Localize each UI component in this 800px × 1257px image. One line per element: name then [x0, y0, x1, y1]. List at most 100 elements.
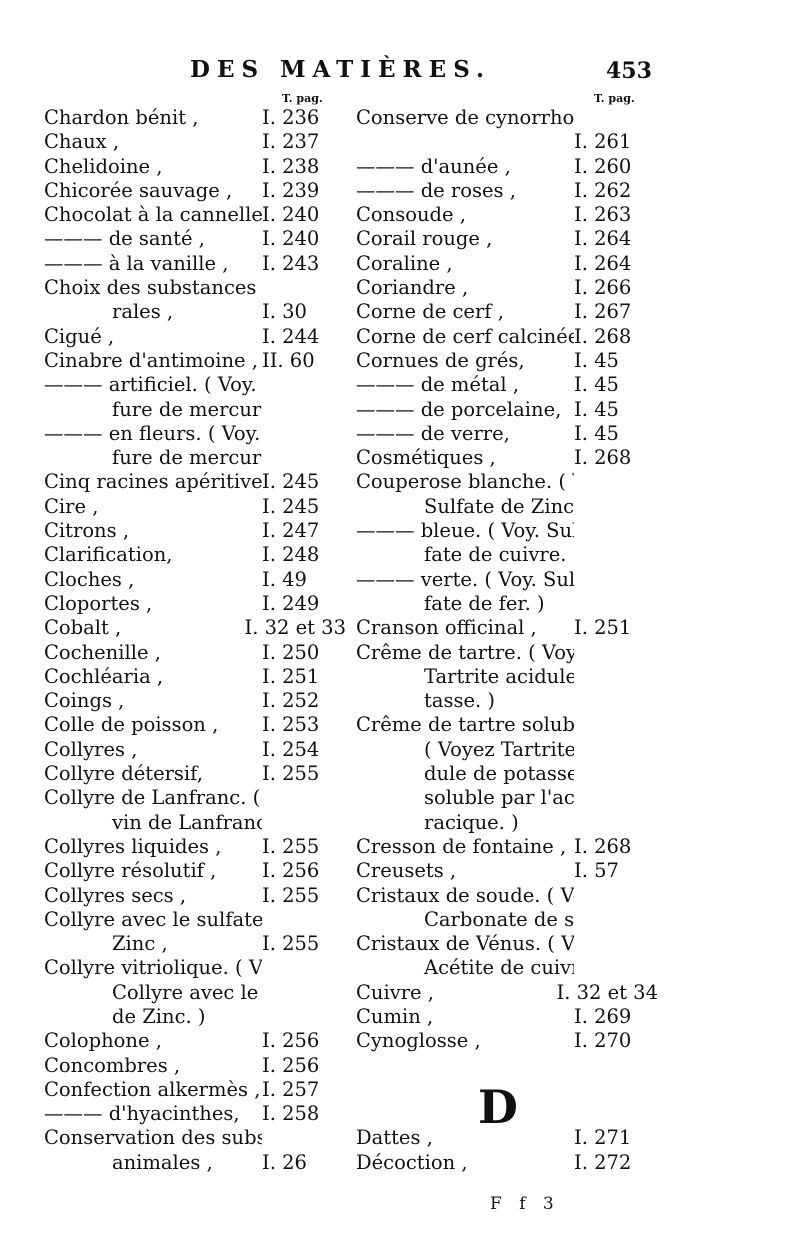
entry-term: Creusets ,	[356, 859, 457, 883]
index-entry: ——— d'aunée , I. 260	[356, 155, 658, 179]
entry-reference: I. 260	[574, 154, 632, 178]
entry-term: ——— artificiel. ( Voy. Sul-	[44, 373, 262, 397]
entry-reference: I. 30	[262, 300, 307, 324]
entry-term: Collyre vitriolique. ( Voyez	[44, 956, 262, 980]
entry-term: Corne de cerf calcinée,	[356, 324, 574, 348]
entry-term: Corne de cerf ,	[356, 300, 504, 324]
entry-reference: I. 45	[574, 373, 619, 397]
entry-term: soluble par l'acide bo-	[424, 786, 574, 810]
entry-term: ——— bleue. ( Voy. Sul-	[356, 519, 574, 543]
index-entry: Cuivre , I. 32 et 34	[356, 981, 658, 1005]
entry-reference: I. 238	[262, 154, 320, 178]
entry-term: fure de mercure rouge.)	[112, 446, 262, 470]
entry-reference: I. 45	[574, 421, 619, 445]
entry-reference	[574, 543, 658, 567]
index-entry: Cloportes , I. 249	[44, 592, 346, 616]
index-entry: Cobalt , I. 32 et 33	[44, 616, 346, 640]
index-entry: Collyres secs , I. 255	[44, 884, 346, 908]
index-entry: ——— de porcelaine, I. 45	[356, 398, 658, 422]
index-entry: Zinc , I. 255	[44, 932, 346, 956]
index-entry: Colophone , I. 256	[44, 1029, 346, 1053]
index-entry: Collyre vitriolique. ( Voyez	[44, 956, 346, 980]
index-entry: Chardon bénit , I. 236	[44, 106, 346, 130]
entry-reference: I. 254	[262, 737, 320, 761]
entry-term: Cloches ,	[44, 567, 135, 591]
entry-reference: I. 236	[262, 106, 320, 129]
entry-term: Cumin ,	[356, 1004, 434, 1028]
entry-reference: I. 266	[574, 276, 632, 300]
entry-reference: I. 267	[574, 300, 632, 324]
entry-reference	[262, 422, 346, 446]
index-entry: ——— de métal , I. 45	[356, 373, 658, 397]
index-entry: ——— verte. ( Voy. Sul-	[356, 568, 658, 592]
entry-term: Choix des substances miné-	[44, 276, 262, 300]
entry-term: Collyre détersif,	[44, 762, 203, 786]
index-entry: animales , I. 26	[44, 1151, 346, 1175]
index-entry: Citrons , I. 247	[44, 519, 346, 543]
index-entry: Corne de cerf , I. 267	[356, 300, 658, 324]
entry-term: Cloportes ,	[44, 591, 153, 615]
entry-reference: I. 245	[262, 494, 320, 518]
index-column-right: Conserve de cynorrhodons ,I. 261——— d'au…	[356, 106, 658, 1175]
entry-reference: I. 244	[262, 324, 320, 348]
index-entry: Choix des substances miné-	[44, 276, 346, 300]
entry-reference: I. 256	[262, 1053, 320, 1077]
index-entry: fure de mercure rouge.)	[44, 446, 346, 470]
index-entry: Creusets , I. 57	[356, 859, 658, 883]
entry-reference: I. 261	[574, 130, 632, 154]
entry-term: animales ,	[112, 1150, 213, 1174]
entry-reference	[262, 398, 346, 422]
entry-reference: I. 263	[574, 203, 632, 227]
entry-reference	[574, 568, 658, 592]
entry-reference	[574, 713, 658, 737]
entry-term: de Zinc. )	[112, 1004, 206, 1028]
entry-term: Cochléaria ,	[44, 664, 164, 688]
index-entry: Collyre détersif, I. 255	[44, 762, 346, 786]
entry-term: Acétite de cuivre. )	[424, 956, 574, 980]
entry-reference	[574, 495, 658, 519]
entry-reference	[574, 689, 658, 713]
entry-reference: I. 252	[262, 689, 320, 713]
entry-reference: I. 255	[262, 883, 320, 907]
index-entry: Collyre avec le sulfate	[44, 981, 346, 1005]
entry-term: Chocolat à la cannelle,	[44, 203, 262, 227]
entry-term: Cornues de grés,	[356, 348, 525, 372]
entry-reference: I. 49	[262, 567, 307, 591]
entry-term: Citrons ,	[44, 519, 130, 543]
entry-term: Cosmétiques ,	[356, 446, 496, 470]
entry-term: Colle de poisson ,	[44, 713, 219, 737]
entry-reference	[574, 641, 658, 665]
index-entry: Consoude , I. 263	[356, 203, 658, 227]
entry-term: ——— de porcelaine,	[356, 397, 562, 421]
entry-term: ——— d'hyacinthes,	[44, 1102, 240, 1126]
entry-reference: I. 253	[262, 713, 320, 737]
entry-reference	[262, 276, 346, 300]
index-entry: fate de fer. )	[356, 592, 658, 616]
entry-term: ——— de métal ,	[356, 373, 520, 397]
index-entry: ——— de santé , I. 240	[44, 227, 346, 251]
entry-reference: I. 26	[262, 1150, 307, 1174]
entry-term: Zinc ,	[112, 932, 168, 956]
entry-term: Cobalt ,	[44, 616, 122, 640]
entry-reference: I. 256	[262, 859, 320, 883]
index-entry: ——— en fleurs. ( Voy. Sul-	[44, 422, 346, 446]
index-entry: Coings , I. 252	[44, 689, 346, 713]
index-entry: Cosmétiques , I. 268	[356, 446, 658, 470]
signature-mark: F f 3	[490, 1194, 560, 1214]
entry-reference: I. 262	[574, 178, 632, 202]
entry-term: ——— de roses ,	[356, 178, 516, 202]
entry-term: Collyres liquides ,	[44, 834, 222, 858]
index-entry: Concombres , I. 256	[44, 1054, 346, 1078]
index-entry: Conservation des substances	[44, 1126, 346, 1150]
index-entry: Collyres , I. 254	[44, 738, 346, 762]
index-entry: Colle de poisson , I. 253	[44, 713, 346, 737]
entry-term: Crême de tartre. ( Voyez	[356, 640, 574, 664]
index-entry: Cloches , I. 49	[44, 568, 346, 592]
index-entry: Décoction , I. 272	[356, 1151, 658, 1175]
index-entry: ——— d'hyacinthes, I. 258	[44, 1102, 346, 1126]
entry-term: Carbonate de soude. )	[424, 907, 574, 931]
entry-term: Coings ,	[44, 689, 125, 713]
running-header: DES MATIÈRES.	[190, 56, 491, 83]
entry-term: Clarification,	[44, 543, 173, 567]
entry-term: Collyre avec le sulfate de	[44, 907, 262, 931]
